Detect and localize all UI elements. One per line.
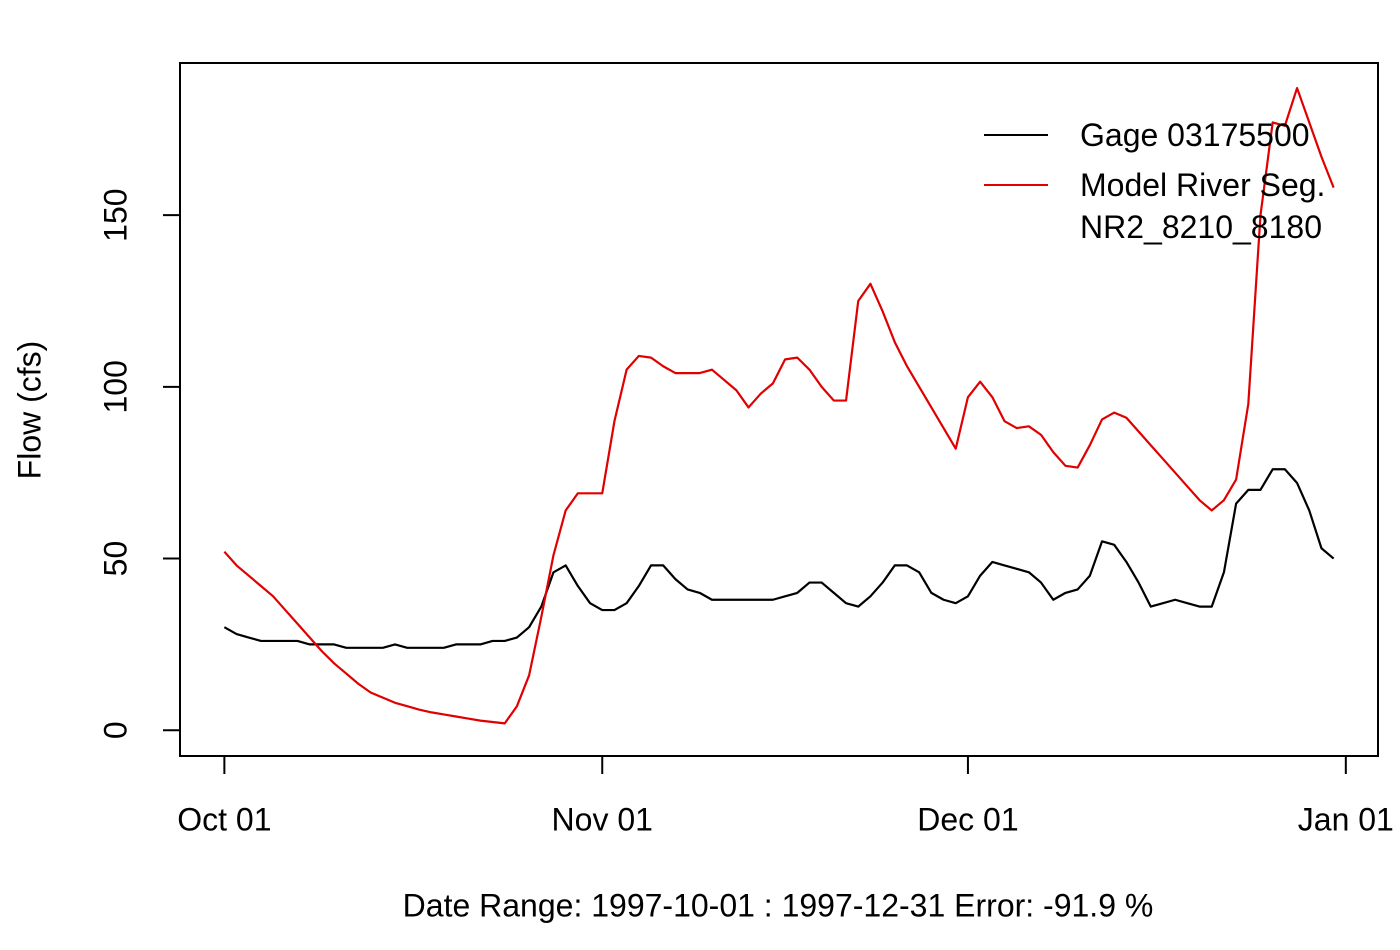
y-tick-label: 0 xyxy=(97,721,133,739)
legend-label: Model River Seg. NR2_8210_8180 xyxy=(1080,167,1326,245)
legend: Gage 03175500 Model River Seg. NR2_8210_8… xyxy=(980,114,1390,256)
x-tick-label: Oct 01 xyxy=(177,801,271,837)
series-line xyxy=(223,468,1335,649)
series-line xyxy=(223,86,1335,725)
y-tick-label: 50 xyxy=(97,541,133,577)
y-tick-label: 100 xyxy=(97,360,133,413)
y-tick-label: 150 xyxy=(97,188,133,241)
legend-label: Gage 03175500 xyxy=(1080,117,1310,153)
x-axis-label: Date Range: 1997-10-01 : 1997-12-31 Erro… xyxy=(403,887,1154,923)
legend-entry: Gage 03175500 xyxy=(980,114,1390,156)
legend-entry: Model River Seg. NR2_8210_8180 xyxy=(980,164,1390,248)
x-tick-label: Dec 01 xyxy=(917,801,1018,837)
legend-swatch xyxy=(984,184,1048,186)
y-axis-label: Flow (cfs) xyxy=(11,341,47,480)
x-tick-label: Nov 01 xyxy=(552,801,653,837)
legend-swatch xyxy=(984,134,1048,136)
x-tick-label: Jan 01 xyxy=(1298,801,1394,837)
plot-frame xyxy=(179,62,1379,757)
